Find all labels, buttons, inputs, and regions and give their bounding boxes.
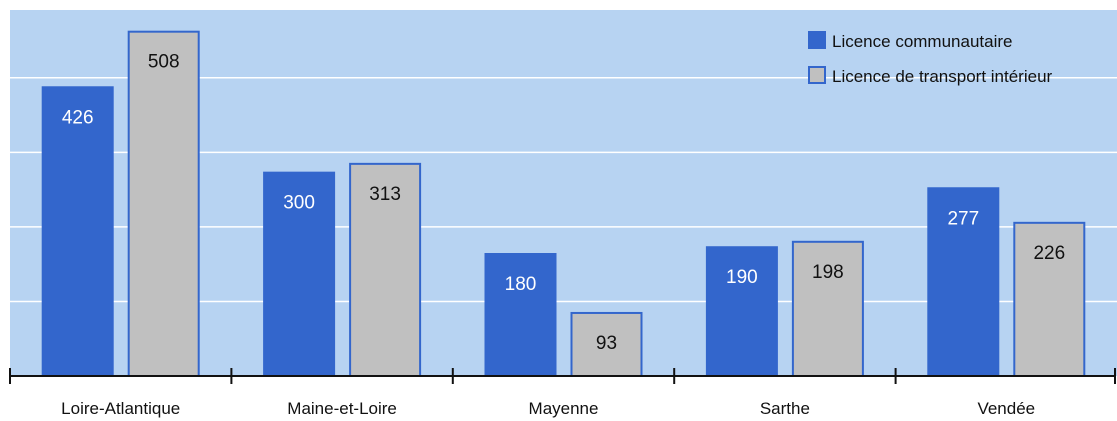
x-tick-label: Mayenne xyxy=(529,399,599,418)
x-tick-label: Maine-et-Loire xyxy=(287,399,397,418)
x-tick-label: Vendée xyxy=(977,399,1035,418)
bar xyxy=(927,187,1000,377)
bar-value-label: 300 xyxy=(283,193,315,214)
bar-value-label: 226 xyxy=(1033,243,1065,264)
bar xyxy=(127,30,200,377)
bar-value-label: 277 xyxy=(947,208,979,229)
bar xyxy=(263,171,336,377)
bar xyxy=(1013,221,1086,377)
bar xyxy=(484,253,557,377)
bar-value-label: 426 xyxy=(62,107,94,128)
bars: 426 508 300 313 180 93 190 198 277 226 xyxy=(41,30,1086,378)
x-tick-label: Sarthe xyxy=(760,399,810,418)
bar-value-label: 93 xyxy=(596,333,617,354)
x-tick-label: Loire-Atlantique xyxy=(61,399,180,418)
legend: Licence communautaire Licence de transpor… xyxy=(808,31,1053,86)
bar xyxy=(791,240,864,377)
bar-value-label: 198 xyxy=(812,262,844,283)
bar xyxy=(349,162,422,377)
bar-value-label: 180 xyxy=(505,274,537,295)
legend-label: Licence de transport intérieur xyxy=(832,67,1053,86)
bar xyxy=(705,246,778,377)
legend-label: Licence communautaire xyxy=(832,32,1012,51)
legend-swatch xyxy=(808,31,826,49)
bar xyxy=(41,86,114,378)
bar-value-label: 313 xyxy=(369,184,401,205)
bar-value-label: 190 xyxy=(726,267,758,288)
bar-value-label: 508 xyxy=(148,52,180,73)
legend-swatch xyxy=(808,66,826,84)
bar xyxy=(570,311,643,378)
x-axis: Loire-Atlantique Maine-et-Loire Mayenne Sar… xyxy=(9,368,1116,418)
